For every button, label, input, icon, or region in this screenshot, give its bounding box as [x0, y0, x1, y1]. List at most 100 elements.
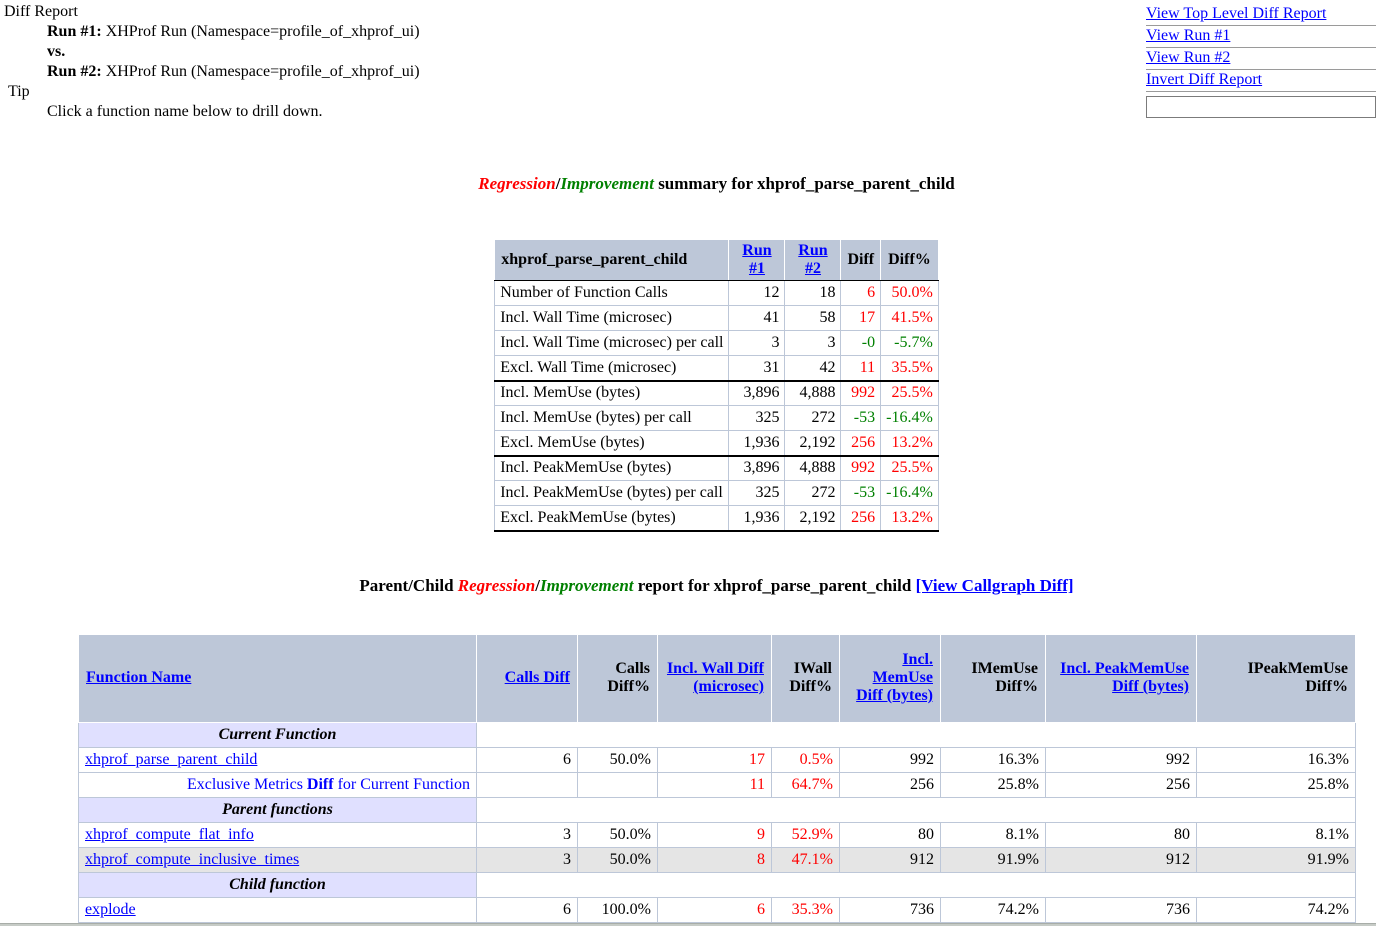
run1-value: 1,936: [728, 430, 786, 457]
metric-value-cell: 992: [839, 746, 941, 773]
summary-row: Incl. Wall Time (microsec) per call 3 3 -0-…: [494, 330, 939, 356]
diff-value: -0: [840, 330, 882, 356]
report-column-header[interactable]: Calls Diff: [476, 633, 578, 723]
sort-column-link[interactable]: Incl. Wall Diff (microsec): [666, 660, 764, 695]
report-column-header[interactable]: Function Name: [78, 633, 477, 723]
cutoff-row-sliver: [0, 922, 1376, 926]
metric-value-cell: 91.9%: [1196, 846, 1356, 873]
section-header-cell: Current Function: [78, 721, 477, 748]
report-column-header[interactable]: Incl. Wall Diff (microsec): [657, 633, 772, 723]
metric-value-cell: 80: [1045, 821, 1197, 848]
tip-label: Tip: [8, 83, 30, 100]
metric-label: Incl. MemUse (bytes): [494, 380, 730, 406]
search-input[interactable]: [1146, 96, 1376, 118]
run2-line: Run #2: XHProf Run (Namespace=profile_of…: [47, 62, 1376, 82]
run1-value: 325: [728, 405, 786, 431]
improvement-word: Improvement: [540, 575, 634, 595]
report-column-header[interactable]: Incl. MemUse Diff (bytes): [839, 633, 941, 723]
table-row: Current Function: [78, 721, 1356, 748]
nav-link[interactable]: Invert Diff Report: [1146, 71, 1263, 88]
nav-link[interactable]: View Run #1: [1146, 27, 1231, 44]
metric-label: Incl. PeakMemUse (bytes) per call: [494, 480, 730, 506]
run2-value: 58: [784, 305, 842, 331]
run1-value: 1,936: [728, 505, 786, 532]
diff-value: -53: [840, 405, 882, 431]
metric-value-cell: [476, 771, 578, 798]
run1-label: Run #1:: [47, 23, 102, 40]
diffpct-value: 13.2%: [880, 430, 939, 457]
metric-label: Excl. MemUse (bytes): [494, 430, 730, 457]
report-column-header[interactable]: Incl. PeakMemUse Diff (bytes): [1045, 633, 1197, 723]
metric-value-cell: 8.1%: [1196, 821, 1356, 848]
summary-row: Incl. MemUse (bytes) per call 325 272 -53 -1…: [494, 405, 939, 431]
function-name-cell: xhprof_compute_flat_info: [78, 821, 477, 848]
metric-value-cell: 6: [476, 746, 578, 773]
run2-value: 272: [784, 405, 842, 431]
section-empty-cell: [476, 871, 1356, 898]
report-column-header: Calls Diff%: [577, 633, 658, 723]
nav-link[interactable]: View Run #2: [1146, 49, 1231, 66]
nav-panel: View Top Level Diff Report View Run #1 Vie…: [1146, 4, 1376, 118]
sort-column-link[interactable]: Calls Diff: [504, 669, 570, 686]
report-column-header: IPeakMemUse Diff%: [1196, 633, 1356, 723]
diffpct-column-header: Diff%: [880, 239, 939, 281]
diff-value: 17: [840, 305, 882, 331]
report-table: Function Name Calls Diff Calls Diff% Incl. …: [78, 633, 1356, 923]
metric-value-cell: 11: [657, 771, 772, 798]
nav-link[interactable]: View Top Level Diff Report: [1146, 5, 1327, 22]
function-link[interactable]: xhprof_compute_flat_info: [85, 825, 254, 843]
metric-value-cell: 52.9%: [771, 821, 840, 848]
slash: /: [535, 575, 540, 595]
run2-value: XHProf Run (Namespace=profile_of_xhprof_…: [105, 63, 420, 80]
summary-row: Incl. MemUse (bytes) 3,896 4,888 992 25.5%: [494, 380, 939, 406]
function-link[interactable]: xhprof_compute_inclusive_times: [85, 850, 300, 868]
nav-row: View Run #2: [1146, 48, 1376, 70]
sort-column-link[interactable]: Function Name: [86, 669, 192, 686]
metric-value-cell: 736: [1045, 896, 1197, 923]
view-callgraph-diff-link[interactable]: [View Callgraph Diff]: [915, 575, 1074, 595]
metric-label: Excl. PeakMemUse (bytes): [494, 505, 730, 532]
run2-value: 2,192: [784, 505, 842, 532]
diff-value: 6: [840, 280, 882, 306]
metric-value-cell: 9: [657, 821, 772, 848]
metric-value-cell: 6: [657, 896, 772, 923]
sort-column-link[interactable]: Incl. MemUse Diff (bytes): [856, 651, 933, 704]
metric-value-cell: 100.0%: [577, 896, 658, 923]
summary-title: Regression/Improvement summary for xhpro…: [0, 174, 1376, 194]
summary-title-suffix: summary for xhprof_parse_parent_child: [653, 174, 955, 193]
run2-column-link[interactable]: Run #2: [784, 239, 842, 281]
metric-value-cell: 50.0%: [577, 846, 658, 873]
metric-value-cell: 17: [657, 746, 772, 773]
metric-value-cell: 16.3%: [1196, 746, 1356, 773]
function-link[interactable]: xhprof_parse_parent_child: [85, 750, 258, 768]
run1-column-link[interactable]: Run #1: [728, 239, 786, 281]
summary-row: Number of Function Calls 12 18 6 50.0%: [494, 280, 939, 306]
function-link[interactable]: explode: [85, 900, 136, 918]
metric-value-cell: 912: [1045, 846, 1197, 873]
section-empty-cell: [476, 721, 1356, 748]
metric-value-cell: 25.8%: [1196, 771, 1356, 798]
slash: /: [555, 174, 561, 193]
summary-table: xhprof_parse_parent_child Run #1 Run #2 …: [494, 239, 939, 532]
tip-text: Click a function name below to drill dow…: [47, 103, 323, 120]
table-row: explode 6 100.0% 6 35.3% 736 74.2% 736 74.2%: [78, 896, 1356, 923]
diffpct-value: 50.0%: [880, 280, 939, 306]
section-header-cell: Child function: [78, 871, 477, 898]
diffpct-value: 35.5%: [880, 355, 939, 382]
regression-word: Regression: [478, 174, 556, 193]
sort-column-link[interactable]: Incl. PeakMemUse Diff (bytes): [1060, 660, 1189, 695]
run1-line: Run #1: XHProf Run (Namespace=profile_of…: [47, 22, 1376, 42]
run2-value: 2,192: [784, 430, 842, 457]
run1-value: 41: [728, 305, 786, 331]
run2-value: 4,888: [784, 380, 842, 406]
diff-report-label: Diff Report: [4, 3, 78, 20]
summary-row: Excl. PeakMemUse (bytes) 1,936 2,192 256 13.…: [494, 505, 939, 532]
improvement-word: Improvement: [560, 174, 654, 193]
diff-value: 992: [840, 380, 882, 406]
metric-value-cell: 47.1%: [771, 846, 840, 873]
metric-value-cell: 0.5%: [771, 746, 840, 773]
metric-value-cell: 74.2%: [1196, 896, 1356, 923]
diffpct-value: 41.5%: [880, 305, 939, 331]
diffpct-value: 25.5%: [880, 380, 939, 406]
nav-row: View Top Level Diff Report: [1146, 4, 1376, 26]
